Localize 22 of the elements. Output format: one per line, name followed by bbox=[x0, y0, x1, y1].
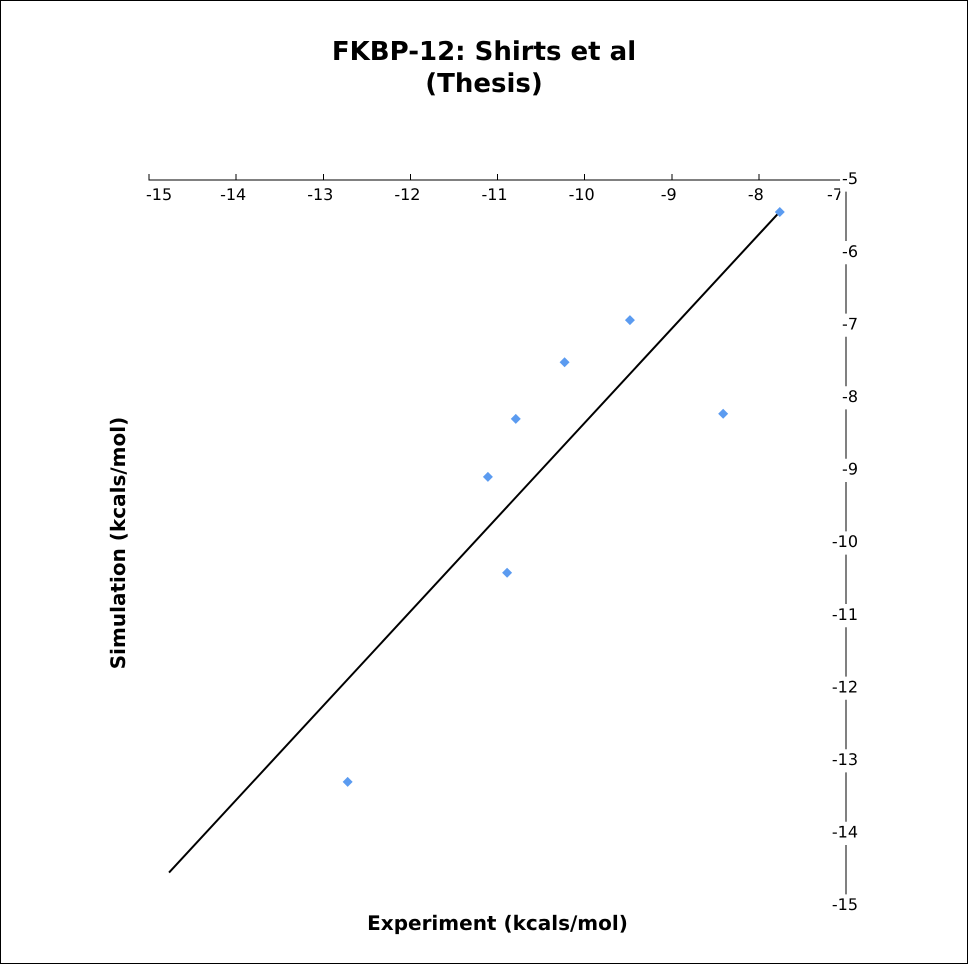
y-axis-title: Simulation (kcals/mol) bbox=[106, 416, 130, 670]
y-tick-label: -11 bbox=[832, 604, 858, 624]
y-tick-label: -9 bbox=[842, 460, 858, 479]
x-tick-label: -11 bbox=[481, 184, 508, 204]
x-tick-label: -12 bbox=[394, 184, 420, 204]
x-tick-label: -15 bbox=[146, 184, 172, 204]
y-tick-label: -6 bbox=[842, 242, 858, 261]
y-tick-label: -5 bbox=[842, 169, 858, 188]
y-tick-label: -8 bbox=[842, 386, 858, 406]
x-tick-label: -13 bbox=[307, 184, 334, 204]
y-tick-label: -15 bbox=[832, 895, 858, 914]
y-tick-label: -14 bbox=[832, 822, 858, 842]
y-tick-label: -13 bbox=[832, 750, 858, 769]
x-axis-title: Experiment (kcals/mol) bbox=[367, 911, 628, 936]
y-tick-label: -10 bbox=[832, 532, 858, 552]
chart-title: FKBP-12: Shirts et al (Thesis) bbox=[332, 36, 636, 99]
y-tick-label: -7 bbox=[842, 314, 858, 334]
x-tick-label: -10 bbox=[568, 184, 595, 204]
x-tick-label: -14 bbox=[220, 184, 246, 204]
x-tick-label: -8 bbox=[748, 184, 764, 204]
x-tick-label: -9 bbox=[660, 184, 677, 204]
y-tick-label: -12 bbox=[832, 677, 858, 696]
